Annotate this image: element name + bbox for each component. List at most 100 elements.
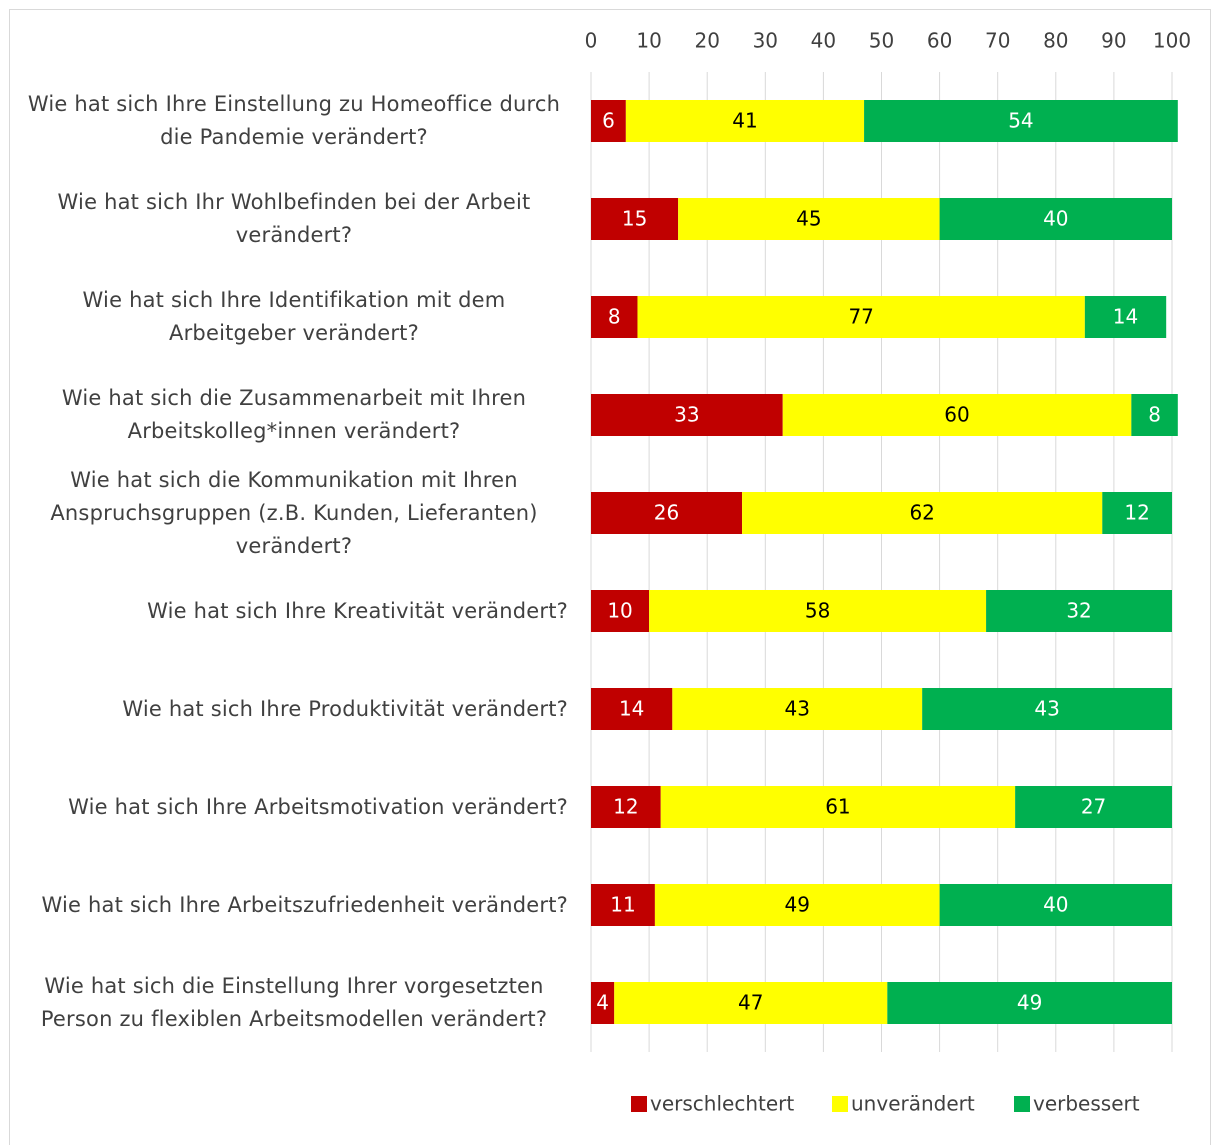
value-label: 45 <box>796 207 821 231</box>
category-label-box: Wie hat sich die Kommunikation mit Ihren… <box>20 463 568 563</box>
bar-segment <box>1131 394 1178 436</box>
bar-segment <box>922 688 1172 730</box>
bar-segment <box>660 786 1016 828</box>
value-label: 8 <box>608 305 621 329</box>
legend-swatch <box>1014 1096 1030 1112</box>
legend-swatch <box>631 1096 647 1112</box>
value-label: 15 <box>622 207 647 231</box>
bar-segment <box>637 296 1085 338</box>
value-label: 49 <box>785 893 810 917</box>
bar-segment <box>591 394 783 436</box>
x-tick-label: 40 <box>811 29 836 53</box>
x-tick-label: 0 <box>585 29 598 53</box>
value-label: 12 <box>613 795 638 819</box>
bar-segment <box>782 394 1132 436</box>
value-label: 40 <box>1043 207 1068 231</box>
value-label: 62 <box>909 501 934 525</box>
bar-segment <box>591 884 655 926</box>
value-label: 11 <box>610 893 635 917</box>
x-tick-label: 10 <box>636 29 661 53</box>
x-tick-label: 30 <box>753 29 778 53</box>
bar-segment <box>939 884 1172 926</box>
bar-segment <box>742 492 1103 534</box>
bar-segment <box>591 198 679 240</box>
x-tick-label: 90 <box>1101 29 1126 53</box>
bar-segment <box>672 688 923 730</box>
category-label-box: Wie hat sich Ihr Wohlbefinden bei der Ar… <box>20 169 568 269</box>
bar-segment <box>614 982 888 1024</box>
x-tick-label: 100 <box>1153 29 1191 53</box>
category-label-box: Wie hat sich Ihre Produktivität veränder… <box>20 659 568 759</box>
value-label: 10 <box>607 599 632 623</box>
value-label: 26 <box>654 501 679 525</box>
bar-segment <box>986 590 1172 632</box>
category-label: Wie hat sich die Kommunikation mit Ihren… <box>50 467 538 558</box>
category-label-box: Wie hat sich Ihre Einstellung zu Homeoff… <box>20 71 568 171</box>
value-label: 8 <box>1148 403 1161 427</box>
x-tick-label: 70 <box>985 29 1010 53</box>
legend-swatch <box>832 1096 848 1112</box>
value-label: 43 <box>1034 697 1059 721</box>
bar-segment <box>1015 786 1172 828</box>
value-label: 47 <box>738 991 763 1015</box>
bar-segment <box>591 590 650 632</box>
category-label: Wie hat sich Ihre Produktivität veränder… <box>122 696 568 721</box>
legend-label: unverändert <box>851 1092 975 1116</box>
bar-segment <box>591 982 615 1024</box>
value-label: 49 <box>1017 991 1042 1015</box>
x-tick-label: 50 <box>869 29 894 53</box>
bar-segment <box>625 100 865 142</box>
category-label: Wie hat sich Ihre Arbeitszufriedenheit v… <box>41 892 568 917</box>
x-tick-label: 60 <box>927 29 952 53</box>
legend-label: verschlechtert <box>650 1092 794 1116</box>
value-label: 40 <box>1043 893 1068 917</box>
bar-segment <box>887 982 1172 1024</box>
x-tick-label: 80 <box>1043 29 1068 53</box>
bar-segment <box>678 198 940 240</box>
category-label: Wie hat sich Ihr Wohlbefinden bei der Ar… <box>57 190 531 247</box>
bar-segment <box>864 100 1178 142</box>
value-label: 32 <box>1066 599 1091 623</box>
bar-segment <box>654 884 940 926</box>
value-label: 14 <box>1113 305 1138 329</box>
value-label: 4 <box>596 991 609 1015</box>
value-label: 41 <box>732 109 757 133</box>
category-label: Wie hat sich Ihre Arbeitsmotivation verä… <box>68 794 568 819</box>
category-label-box: Wie hat sich Ihre Identifikation mit dem… <box>20 267 568 367</box>
value-label: 6 <box>602 109 615 133</box>
bar-segment <box>591 492 743 534</box>
frame <box>9 9 1211 1145</box>
bar-segment <box>939 198 1172 240</box>
value-label: 43 <box>785 697 810 721</box>
bar-segment <box>591 786 661 828</box>
value-label: 12 <box>1124 501 1149 525</box>
value-label: 33 <box>674 403 699 427</box>
category-label-box: Wie hat sich die Einstellung Ihrer vorge… <box>20 953 568 1053</box>
category-label: Wie hat sich die Einstellung Ihrer vorge… <box>40 974 548 1031</box>
category-label: Wie hat sich Ihre Identifikation mit dem… <box>82 288 506 345</box>
category-label-box: Wie hat sich Ihre Arbeitszufriedenheit v… <box>20 855 568 955</box>
value-label: 54 <box>1008 109 1033 133</box>
value-label: 27 <box>1081 795 1106 819</box>
value-label: 77 <box>848 305 873 329</box>
bar-segment <box>591 296 638 338</box>
bar-segment <box>1102 492 1172 534</box>
category-label: Wie hat sich Ihre Kreativität verändert? <box>147 598 568 623</box>
category-label: Wie hat sich Ihre Einstellung zu Homeoff… <box>27 92 561 149</box>
bar-segment <box>649 590 987 632</box>
category-label-box: Wie hat sich Ihre Arbeitsmotivation verä… <box>20 757 568 857</box>
bar-segment <box>591 688 673 730</box>
value-label: 14 <box>619 697 644 721</box>
value-label: 60 <box>944 403 969 427</box>
category-label: Wie hat sich die Zusammenarbeit mit Ihre… <box>61 386 527 443</box>
x-tick-label: 20 <box>694 29 719 53</box>
value-label: 61 <box>825 795 850 819</box>
value-label: 58 <box>805 599 830 623</box>
bar-segment <box>591 100 626 142</box>
category-label-box: Wie hat sich Ihre Kreativität verändert? <box>20 561 568 661</box>
category-label-box: Wie hat sich die Zusammenarbeit mit Ihre… <box>20 365 568 465</box>
legend-label: verbessert <box>1033 1092 1140 1116</box>
bar-segment <box>1084 296 1167 338</box>
